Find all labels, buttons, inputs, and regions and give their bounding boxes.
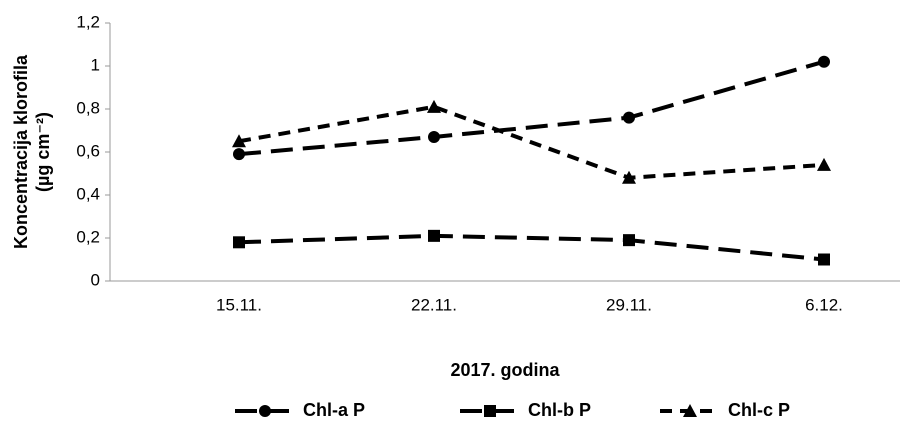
marker	[818, 55, 830, 68]
marker	[428, 229, 440, 242]
x-axis-label: 2017. godina	[450, 360, 560, 380]
marker	[623, 234, 635, 247]
y-tick-label: 0,8	[76, 98, 100, 117]
x-tick-label: 22.11.	[411, 295, 457, 314]
legend-label: Chl-a P	[303, 400, 365, 420]
legend-label: Chl-c P	[728, 400, 790, 420]
marker	[233, 236, 245, 249]
y-axis-label: (µg cm⁻²)	[33, 112, 53, 192]
marker	[233, 148, 245, 161]
series-line	[238, 59, 825, 157]
y-tick-label: 0	[91, 270, 100, 289]
x-tick-label: 29.11.	[606, 295, 652, 314]
marker	[818, 253, 830, 266]
legend-marker	[683, 404, 697, 417]
legend-label: Chl-b P	[528, 400, 591, 420]
marker	[623, 111, 635, 124]
marker	[622, 170, 636, 184]
x-tick-label: 6.12.	[805, 295, 843, 314]
series-line	[238, 233, 825, 262]
legend-marker	[259, 405, 271, 417]
y-tick-label: 0,4	[76, 184, 100, 203]
legend-marker	[484, 405, 496, 417]
y-tick-label: 0,6	[76, 141, 100, 160]
marker	[817, 157, 831, 171]
y-axis-label: Koncentracija klorofila	[11, 54, 31, 249]
series-line	[238, 104, 825, 180]
marker	[428, 130, 440, 143]
y-tick-label: 1	[91, 55, 100, 74]
y-tick-label: 0,2	[76, 227, 100, 246]
marker	[232, 134, 246, 148]
y-tick-label: 1,2	[76, 12, 100, 31]
marker	[427, 99, 441, 113]
x-tick-label: 15.11.	[216, 295, 262, 314]
